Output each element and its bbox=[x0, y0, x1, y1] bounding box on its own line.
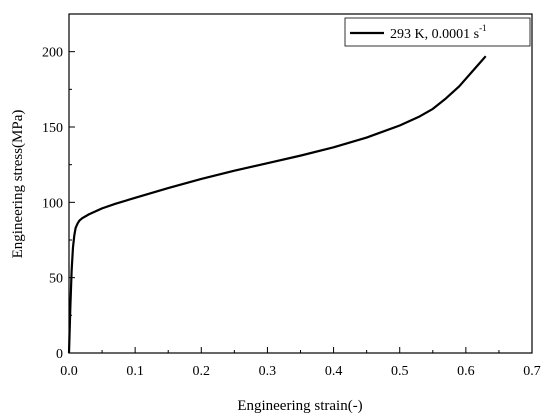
x-tick-label: 0.0 bbox=[60, 364, 78, 379]
legend-label: 293 K, 0.0001 s bbox=[390, 27, 479, 42]
x-tick-label: 0.4 bbox=[325, 364, 343, 379]
y-axis-ticks: 0 50 100 150 200 bbox=[42, 46, 75, 362]
y-tick-label: 50 bbox=[49, 272, 63, 287]
x-tick-label: 0.3 bbox=[259, 364, 277, 379]
y-tick-label: 200 bbox=[42, 46, 63, 61]
legend: 293 K, 0.0001 s-1 bbox=[344, 17, 531, 47]
series-layer bbox=[67, 55, 487, 354]
x-axis-label: Engineering strain(-) bbox=[237, 398, 362, 414]
x-tick-label: 0.1 bbox=[126, 364, 144, 379]
legend-label-superscript: -1 bbox=[479, 23, 487, 33]
x-tick-label: 0.7 bbox=[523, 364, 541, 379]
x-tick-label: 0.2 bbox=[193, 364, 211, 379]
y-tick-label: 0 bbox=[56, 347, 63, 362]
plot-frame bbox=[68, 13, 533, 354]
y-tick-label: 100 bbox=[42, 196, 63, 211]
series-line bbox=[67, 55, 487, 354]
y-tick-label: 150 bbox=[42, 121, 63, 136]
x-tick-label: 0.5 bbox=[391, 364, 409, 379]
y-axis-label: Engineering stress(MPa) bbox=[10, 110, 26, 259]
legend-entry: 293 K, 0.0001 s-1 bbox=[390, 23, 487, 42]
x-tick-label: 0.6 bbox=[457, 364, 475, 379]
x-axis-ticks: 0.0 0.1 0.2 0.3 0.4 0.5 0.6 0.7 bbox=[60, 347, 541, 379]
